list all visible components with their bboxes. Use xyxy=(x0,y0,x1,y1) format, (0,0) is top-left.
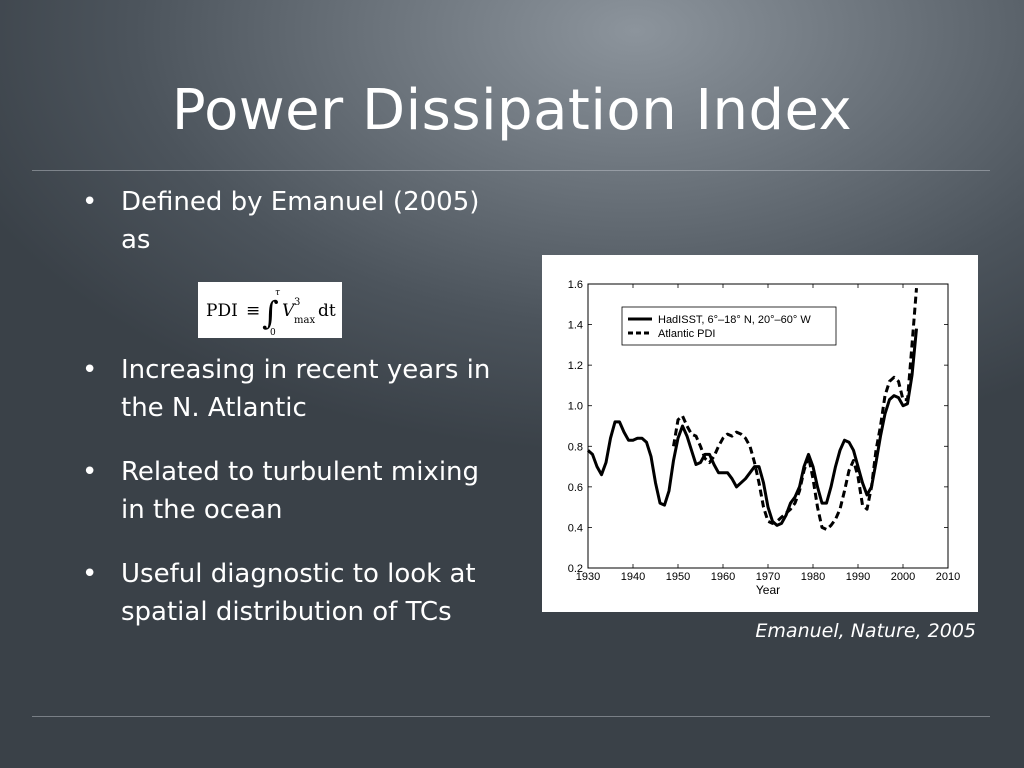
bullet-dot-icon: • xyxy=(82,187,98,217)
bullet-text: Defined by Emanuel (2005) as xyxy=(121,187,480,255)
bullet-text: Increasing in recent years in the N. Atl… xyxy=(121,355,491,423)
y-tick-label: 1.6 xyxy=(568,279,583,291)
x-tick-label: 2010 xyxy=(936,571,960,583)
y-tick-label: 0.4 xyxy=(568,522,583,534)
x-tick-label: 1980 xyxy=(801,571,825,583)
formula-tail: dt xyxy=(318,301,336,321)
bullet-text: Useful diagnostic to look at spatial dis… xyxy=(121,559,476,627)
bullet-dot-icon: • xyxy=(82,457,98,487)
formula-equiv: ≡ xyxy=(246,301,260,321)
y-tick-label: 0.6 xyxy=(568,482,583,494)
legend-label: Atlantic PDI xyxy=(658,328,715,340)
legend-label: HadISST, 6°–18° N, 20°–60° W xyxy=(658,314,811,326)
formula-lower-limit: 0 xyxy=(270,328,276,338)
formula-upper-limit: τ xyxy=(275,288,281,298)
series-line-atlantic-pdi xyxy=(672,287,918,531)
x-tick-label: 1950 xyxy=(666,571,690,583)
formula-subscript: max xyxy=(294,315,315,326)
bullet-text: Related to turbulent mixing in the ocean xyxy=(121,457,480,525)
top-divider xyxy=(32,170,990,171)
pdi-formula: PDI ≡ ∫ τ 0 V 3 max dt xyxy=(198,282,342,338)
y-tick-label: 1.4 xyxy=(568,320,583,332)
slide-title: Power Dissipation Index xyxy=(171,78,853,143)
legend-box xyxy=(621,306,837,346)
series-line-hadisst xyxy=(586,328,918,527)
formula-exponent: 3 xyxy=(294,297,300,308)
x-tick-label: 2000 xyxy=(891,571,915,583)
x-tick-label: 1990 xyxy=(846,571,870,583)
x-tick-label: 1970 xyxy=(756,571,780,583)
formula-integral: ∫ xyxy=(262,294,279,332)
pdi-chart: 1930 1940 1950 1960 1970 1980 1990 2000 2010 0.2 0… xyxy=(542,255,978,612)
formula-lhs: PDI xyxy=(206,301,238,321)
bullet-dot-icon: • xyxy=(82,355,98,385)
x-tick-label: 1960 xyxy=(711,571,735,583)
bottom-divider xyxy=(32,716,990,717)
formula-var: V xyxy=(282,301,296,321)
x-tick-label: 1940 xyxy=(621,571,645,583)
y-tick-label: 1.2 xyxy=(568,360,583,372)
chart-svg: 1930 1940 1950 1960 1970 1980 1990 2000 2010 0.2 0… xyxy=(568,279,961,597)
bullet-dot-icon: • xyxy=(82,559,98,589)
x-tick-label: 1930 xyxy=(576,571,600,583)
y-tick-label: 0.8 xyxy=(568,441,583,453)
y-tick-label: 0.2 xyxy=(568,563,583,575)
x-axis-label: Year xyxy=(756,583,780,597)
y-tick-label: 1.0 xyxy=(568,401,583,413)
figure-caption: Emanuel, Nature, 2005 xyxy=(755,620,976,642)
